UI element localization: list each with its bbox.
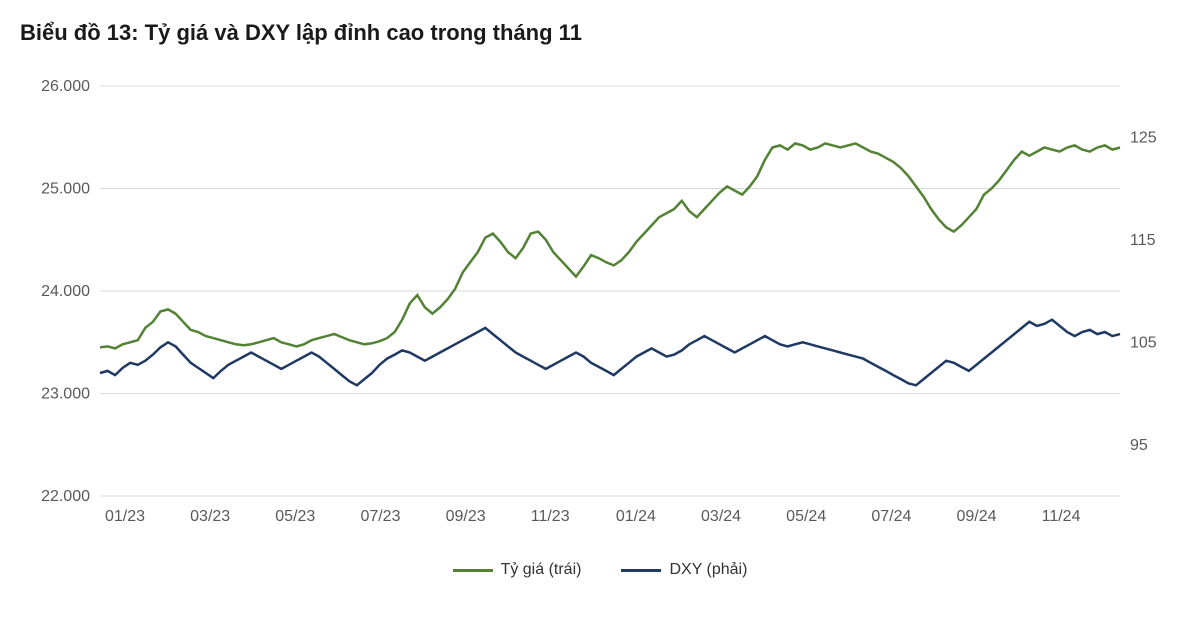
svg-text:11/23: 11/23	[531, 508, 570, 525]
svg-text:23.000: 23.000	[41, 386, 90, 403]
svg-text:25.000: 25.000	[41, 181, 90, 198]
svg-text:05/23: 05/23	[275, 508, 315, 525]
svg-text:26.000: 26.000	[41, 78, 90, 95]
svg-text:115: 115	[1130, 232, 1156, 249]
svg-text:05/24: 05/24	[786, 508, 826, 525]
svg-text:09/24: 09/24	[956, 508, 996, 525]
svg-text:07/23: 07/23	[360, 508, 400, 525]
legend-item-dxy: DXY (phải)	[621, 561, 747, 579]
svg-text:07/24: 07/24	[871, 508, 911, 525]
svg-text:125: 125	[1130, 129, 1157, 146]
legend-item-tygia: Tỷ giá (trái)	[453, 561, 582, 579]
svg-text:11/24: 11/24	[1042, 508, 1081, 525]
chart-title: Biểu đồ 13: Tỷ giá và DXY lập đỉnh cao t…	[20, 20, 1180, 46]
svg-text:09/23: 09/23	[446, 508, 486, 525]
svg-text:03/24: 03/24	[701, 508, 741, 525]
svg-text:24.000: 24.000	[41, 283, 90, 300]
svg-text:105: 105	[1130, 334, 1157, 351]
svg-text:22.000: 22.000	[41, 488, 90, 505]
plot-area: 22.000 23.000 24.000 25.000 26.000 95 105 115 12…	[20, 66, 1180, 546]
chart-svg: 22.000 23.000 24.000 25.000 26.000 95 105 115 12…	[20, 66, 1180, 546]
chart-container: Biểu đồ 13: Tỷ giá và DXY lập đỉnh cao t…	[20, 20, 1180, 606]
legend-line-tygia	[453, 569, 493, 572]
svg-text:01/23: 01/23	[105, 508, 145, 525]
legend: Tỷ giá (trái) DXY (phải)	[20, 561, 1180, 579]
legend-line-dxy	[621, 569, 661, 572]
svg-text:03/23: 03/23	[190, 508, 230, 525]
legend-label-tygia: Tỷ giá (trái)	[501, 561, 582, 579]
svg-text:01/24: 01/24	[616, 508, 656, 525]
svg-text:95: 95	[1130, 437, 1148, 454]
legend-label-dxy: DXY (phải)	[669, 561, 747, 579]
